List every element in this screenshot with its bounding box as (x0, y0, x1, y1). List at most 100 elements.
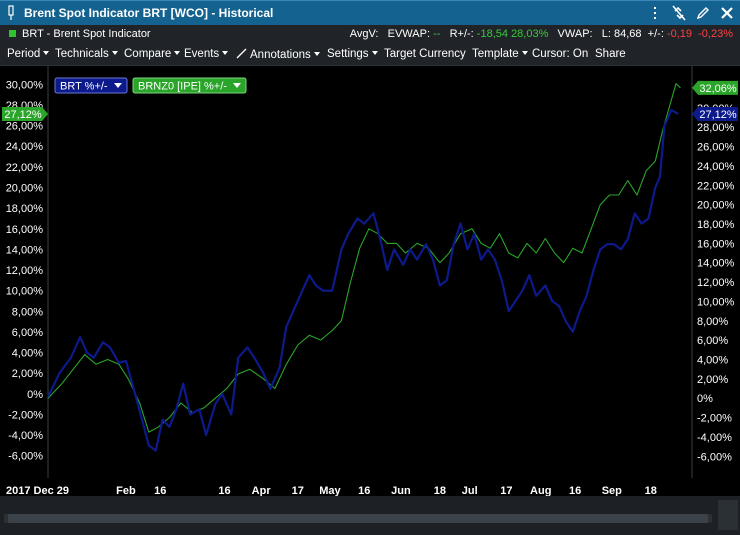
right-tick-label: 12,00% (697, 277, 735, 289)
x-tick-label: 16 (569, 485, 581, 496)
quote-stats: AvgV: EVWAP: -- R+/-: -18,54 28,03% VWAP… (350, 28, 733, 40)
x-tick-label: Apr (252, 485, 272, 496)
menu-annotations-label: Annotations (250, 49, 311, 61)
menu-annotations[interactable]: Annotations (236, 48, 320, 61)
window-titlebar: Brent Spot Indicator BRT [WCO] - Histori… (0, 0, 740, 25)
left-axis-ticks: 30,00%28,00%26,00%24,00%22,00%20,00%18,0… (6, 79, 44, 462)
menu-target-currency-label: Target Currency (384, 48, 466, 60)
left-tick-label: 24,00% (6, 141, 44, 153)
last-value: 84,68 (614, 28, 642, 40)
left-tick-label: 22,00% (6, 162, 44, 174)
price-chart[interactable]: 30,00% 28,00% 26,00% 24,00% 22,00% 20,00% 18,0… (0, 66, 740, 497)
chevron-down-icon (174, 51, 181, 55)
change-value: -0,19 (666, 28, 693, 40)
square-icon (9, 30, 16, 37)
right-tick-label: 6,00% (697, 335, 728, 347)
menu-technicals-label: Technicals (55, 48, 109, 60)
menu-period[interactable]: Period (7, 48, 50, 60)
right-tick-label: 0% (697, 393, 713, 405)
chevron-down-icon (111, 51, 118, 55)
legend-brt-label: BRT %+/- (60, 81, 108, 93)
chart-area[interactable]: 30,00% 28,00% 26,00% 24,00% 22,00% 20,00% 18,0… (0, 66, 740, 497)
window-title: Brent Spot Indicator BRT [WCO] - Histori… (24, 6, 274, 20)
left-tick-label: -4,00% (8, 430, 43, 442)
resize-handle[interactable] (718, 500, 738, 530)
menu-template[interactable]: Template (472, 48, 528, 60)
right-tick-label: 18,00% (697, 219, 735, 231)
right-tick-label: 4,00% (697, 354, 728, 366)
right-tick-label: 24,00% (697, 161, 735, 173)
horizontal-scrollbar[interactable] (4, 514, 712, 523)
legend-brt[interactable]: BRT %+/- (54, 77, 128, 94)
left-tick-label: 4,00% (12, 348, 43, 360)
x-tick-label: 18 (645, 485, 657, 496)
menu-share[interactable]: Share (595, 48, 626, 60)
x-tick-label: 17 (500, 485, 512, 496)
x-tick-label: May (319, 485, 341, 496)
left-tick-label: 20,00% (6, 182, 44, 194)
menu-target-currency[interactable]: Target Currency (384, 48, 466, 60)
left-tick-label: 8,00% (12, 306, 43, 318)
menu-cursor[interactable]: Cursor: On (532, 48, 588, 60)
last-value-labels: 27,12% 32,06% 27,12% (2, 80, 738, 122)
x-tick-label: 16 (218, 485, 230, 496)
menu-settings-label: Settings (327, 48, 369, 60)
menu-cursor-label: Cursor: On (532, 48, 589, 60)
menu-period-label: Period (7, 48, 41, 60)
last-value-brnz0: 32,06% (692, 80, 738, 95)
quote-bar: BRT - Brent Spot Indicator AvgV: EVWAP: … (0, 25, 740, 43)
vwap-label: VWAP: (557, 28, 593, 40)
menu-settings[interactable]: Settings (327, 48, 378, 60)
left-flag-text: 27,12% (4, 109, 42, 121)
range-percent: 28,03% (511, 28, 549, 40)
menu-events[interactable]: Events (184, 48, 229, 60)
right-tick-label: 14,00% (697, 258, 735, 270)
evwap-value: -- (433, 28, 441, 40)
right-tick-label: 28,00% (697, 122, 735, 134)
last-value-text: 32,06% (699, 83, 737, 95)
right-tick-label: 10,00% (697, 296, 735, 308)
series-lines (47, 83, 681, 452)
x-tick-label: 16 (154, 485, 166, 496)
left-axis-flag: 27,12% (2, 107, 48, 122)
right-tick-label: 22,00% (697, 180, 735, 192)
right-tick-label: 26,00% (697, 142, 735, 154)
series-line-brnz0 (47, 83, 681, 433)
left-tick-label: 2,00% (12, 368, 43, 380)
evwap-label: EVWAP: (387, 28, 431, 40)
right-tick-label: 20,00% (697, 200, 735, 212)
left-tick-label: 6,00% (12, 327, 43, 339)
change-label: +/-: (647, 28, 664, 40)
left-tick-label: 30,00% (6, 79, 44, 91)
chevron-down-icon (233, 83, 241, 88)
last-value-flag (692, 80, 738, 95)
line-tool-icon (236, 48, 247, 59)
x-tick-label: Sep (602, 485, 622, 496)
menu-compare[interactable]: Compare (124, 48, 181, 60)
menu-events-label: Events (184, 48, 220, 60)
chevron-down-icon (313, 52, 320, 56)
legend-brnz0[interactable]: BRNZ0 [IPE] %+/- (132, 77, 247, 94)
right-tick-label: 16,00% (697, 238, 735, 250)
bottom-bar (0, 496, 740, 535)
left-tick-label: 26,00% (6, 121, 44, 133)
right-tick-label: 8,00% (697, 316, 728, 328)
pencil-icon[interactable] (696, 5, 710, 21)
unlink-icon[interactable] (672, 5, 686, 21)
scrollbar-thumb[interactable] (8, 514, 708, 523)
menu-icon[interactable] (648, 5, 662, 21)
left-tick-label: -2,00% (8, 409, 43, 421)
series-line-brt (47, 108, 679, 452)
legend-brnz0-label: BRNZ0 [IPE] %+/- (138, 81, 227, 93)
menu-technicals[interactable]: Technicals (55, 48, 118, 60)
last-value-flag (692, 107, 738, 122)
instrument-name: BRT - Brent Spot Indicator (22, 28, 151, 40)
menu-compare-label: Compare (124, 48, 172, 60)
pin-icon (8, 5, 14, 20)
left-tick-label: 12,00% (6, 265, 44, 277)
close-icon[interactable] (720, 5, 734, 21)
x-axis-ticks: 2017 Dec 29 Feb 16 16 Apr 17 May 16 Jun 18 Jul 17 Au… (6, 485, 657, 497)
avgv-label: AvgV: (349, 28, 379, 40)
x-tick-label: Jun (391, 485, 411, 496)
right-tick-label: -2,00% (697, 413, 732, 425)
